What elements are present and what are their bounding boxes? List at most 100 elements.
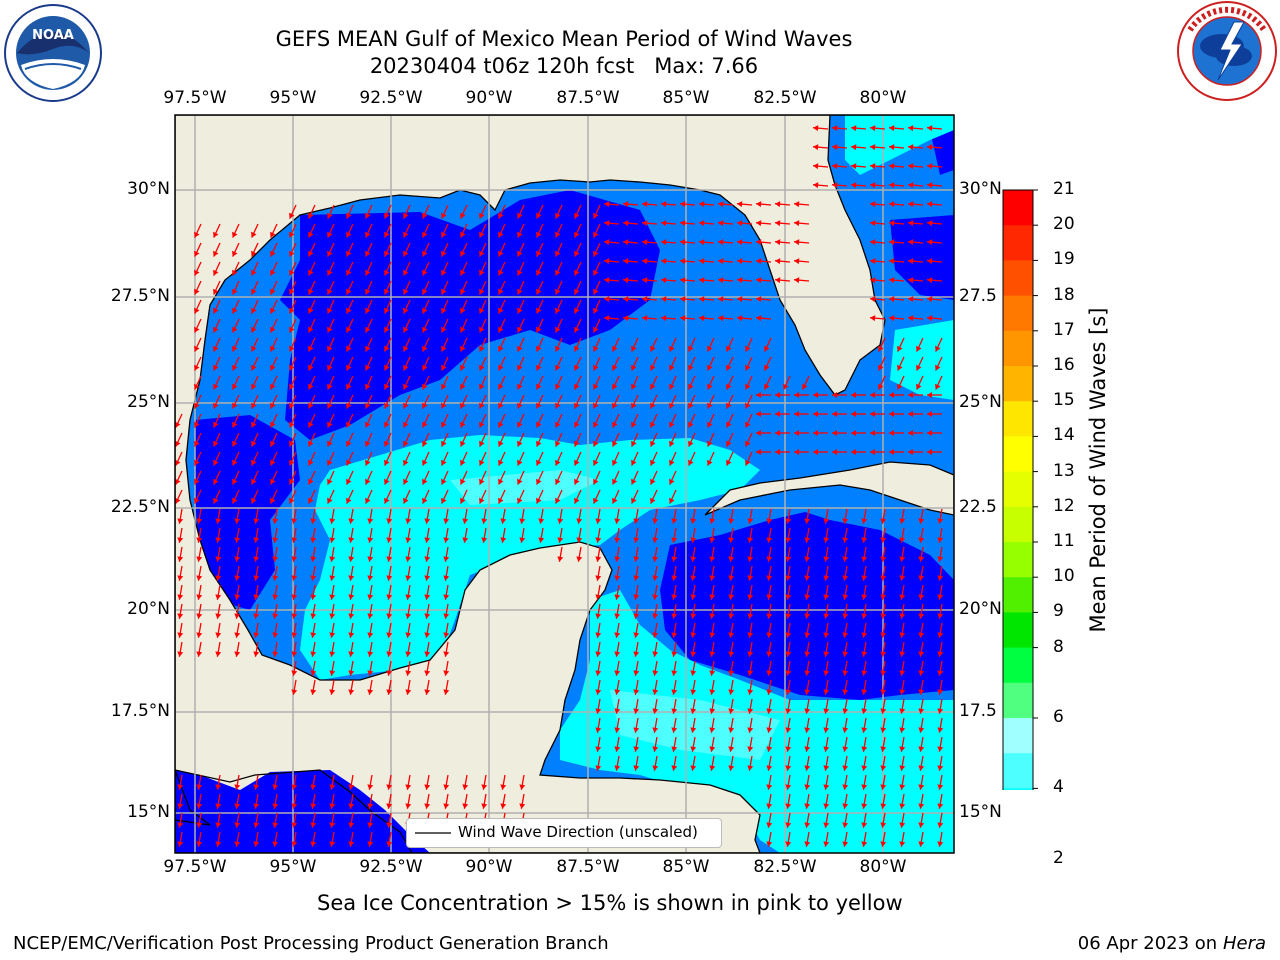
wind-arrow xyxy=(766,812,773,828)
wind-arrow xyxy=(194,337,202,352)
wind-arrow xyxy=(842,793,849,809)
wind-arrow xyxy=(728,660,735,676)
wind-arrow xyxy=(348,660,355,676)
wind-arrow xyxy=(498,280,506,295)
wind-arrow xyxy=(555,299,563,314)
wind-arrow xyxy=(291,508,298,524)
wind-arrow xyxy=(422,242,430,257)
wind-arrow xyxy=(785,831,792,847)
wind-arrow xyxy=(576,508,583,524)
wind-arrow xyxy=(737,201,753,208)
colorbar-segment xyxy=(1003,330,1033,367)
wind-arrow xyxy=(481,793,488,809)
wind-arrow xyxy=(517,375,525,390)
wind-arrow xyxy=(661,296,677,303)
wind-arrow xyxy=(927,144,943,151)
wind-arrow xyxy=(234,831,241,847)
wind-arrow xyxy=(766,679,773,695)
wind-arrow xyxy=(633,622,640,638)
wind-arrow xyxy=(498,318,506,333)
wind-arrow xyxy=(728,527,735,543)
wind-arrow xyxy=(650,432,658,447)
wind-arrow xyxy=(842,755,849,771)
wind-arrow xyxy=(918,622,925,638)
wind-arrow xyxy=(707,375,715,390)
wind-arrow xyxy=(384,489,392,504)
wind-arrow xyxy=(424,527,431,543)
longitude-label-top: 95°W xyxy=(269,88,317,108)
wind-arrow xyxy=(365,451,373,466)
colorbar-segment xyxy=(1003,577,1033,613)
wind-arrow xyxy=(460,261,468,276)
wind-arrow xyxy=(699,315,715,322)
wind-arrow xyxy=(424,679,431,695)
colorbar-tick-label: 6 xyxy=(1053,707,1064,727)
wind-arrow xyxy=(870,296,886,303)
colorbar-tick-label: 8 xyxy=(1053,636,1064,657)
wind-arrow xyxy=(595,565,602,581)
wind-arrow xyxy=(604,201,620,208)
wind-arrow xyxy=(804,717,811,733)
wind-arrow xyxy=(908,449,923,455)
wind-arrow xyxy=(500,508,507,524)
wind-arrow xyxy=(688,375,696,390)
wind-arrow xyxy=(880,812,887,828)
wind-arrow xyxy=(897,356,905,371)
wind-arrow xyxy=(823,812,830,828)
wind-arrow xyxy=(650,489,658,504)
wind-arrow xyxy=(764,356,772,371)
wind-arrow xyxy=(536,489,544,504)
wind-arrow xyxy=(367,584,374,600)
wind-arrow xyxy=(403,318,411,333)
wind-arrow xyxy=(842,717,849,733)
wind-arrow xyxy=(536,299,544,314)
wind-arrow xyxy=(348,793,355,809)
colorbar-segment xyxy=(1003,647,1033,684)
wind-arrow xyxy=(880,584,887,600)
wind-arrow xyxy=(213,470,221,485)
wind-arrow xyxy=(479,394,487,409)
wind-arrow xyxy=(823,527,830,543)
wind-arrow xyxy=(329,584,336,600)
sea-ice-note: Sea Ice Concentration > 15% is shown in … xyxy=(317,891,903,915)
wind-arrow xyxy=(177,565,184,581)
wind-arrow xyxy=(555,204,563,219)
wind-arrow xyxy=(253,546,260,562)
wind-arrow xyxy=(726,394,734,409)
wind-arrow xyxy=(728,717,735,733)
wind-arrow xyxy=(498,413,506,428)
wind-arrow xyxy=(870,125,886,132)
wind-arrow xyxy=(669,413,677,428)
wind-arrow xyxy=(747,660,754,676)
wind-arrow xyxy=(348,527,355,543)
wind-arrow xyxy=(614,698,621,714)
wind-arrow xyxy=(728,565,735,581)
wind-arrow xyxy=(612,432,620,447)
wind-arrow xyxy=(861,774,868,790)
wind-arrow xyxy=(574,318,582,333)
wind-arrow xyxy=(536,223,544,238)
wind-arrow xyxy=(177,831,184,847)
wind-arrow xyxy=(669,375,677,390)
wind-arrow xyxy=(517,261,525,276)
wind-arrow xyxy=(422,204,430,219)
wind-arrow xyxy=(918,527,925,543)
wind-arrow xyxy=(718,258,734,265)
wind-arrow xyxy=(555,223,563,238)
wind-arrow xyxy=(595,698,602,714)
wind-arrow xyxy=(650,413,658,428)
wind-arrow xyxy=(405,527,412,543)
wind-arrow xyxy=(756,239,772,246)
wind-arrow xyxy=(175,413,183,428)
wind-arrow xyxy=(251,413,259,428)
wind-arrow xyxy=(272,508,279,524)
wind-arrow xyxy=(574,223,582,238)
wind-arrow xyxy=(251,432,259,447)
wind-arrow xyxy=(367,603,374,619)
colorbar-tick-label: 14 xyxy=(1053,425,1075,446)
wind-arrow xyxy=(500,793,507,809)
wind-arrow xyxy=(479,299,487,314)
wind-arrow xyxy=(623,258,639,265)
wind-arrow xyxy=(604,220,620,227)
wind-arrow xyxy=(327,489,335,504)
